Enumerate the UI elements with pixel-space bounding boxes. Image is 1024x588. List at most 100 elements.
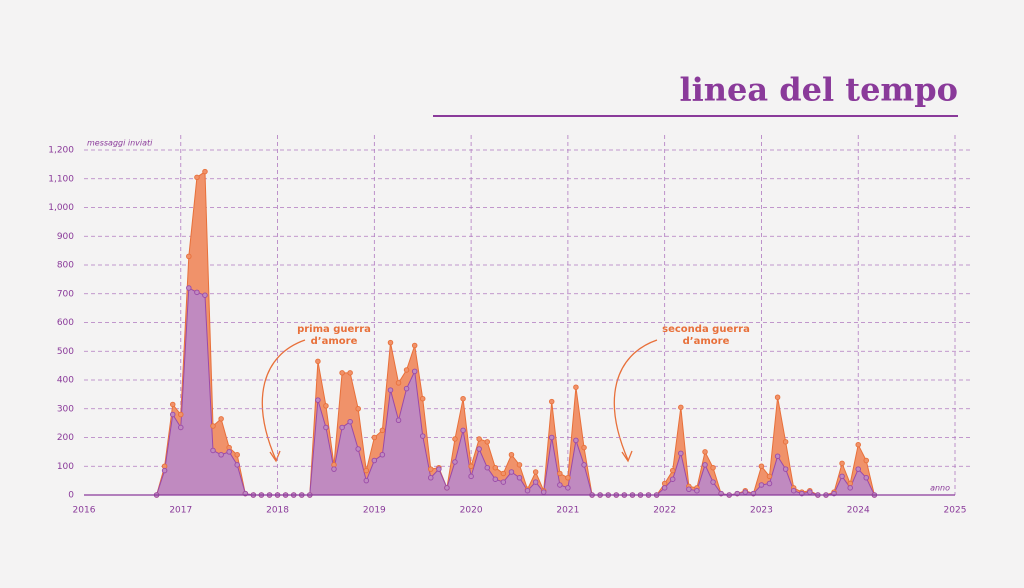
- point: [194, 174, 200, 181]
- point: [403, 385, 410, 392]
- point: [678, 404, 684, 411]
- point: [226, 449, 232, 455]
- point: [379, 452, 386, 458]
- point: [371, 434, 378, 441]
- point: [516, 475, 523, 481]
- y-axis-label: messaggi inviati: [87, 139, 153, 148]
- point: [702, 449, 708, 455]
- y-tick-label: 600: [57, 318, 74, 328]
- point: [444, 485, 450, 491]
- point: [371, 457, 378, 464]
- y-tick-label: 200: [57, 433, 74, 443]
- point: [492, 464, 499, 471]
- arrow-head: [621, 450, 633, 463]
- point: [532, 469, 539, 475]
- point: [516, 462, 523, 468]
- point: [766, 473, 773, 480]
- point: [387, 387, 394, 393]
- point: [411, 342, 418, 349]
- point: [468, 463, 474, 470]
- point: [557, 482, 563, 488]
- point: [863, 475, 870, 481]
- point: [161, 467, 168, 474]
- point: [355, 446, 361, 452]
- x-tick-label: 2022: [653, 506, 676, 516]
- point: [742, 489, 749, 495]
- point: [774, 453, 781, 459]
- y-tick-label: 400: [57, 376, 74, 386]
- point: [169, 401, 176, 408]
- point: [186, 285, 192, 291]
- point: [532, 479, 539, 485]
- point: [315, 358, 321, 365]
- point: [218, 416, 224, 422]
- point: [194, 289, 200, 296]
- point: [782, 439, 789, 445]
- point: [476, 436, 482, 442]
- point: [581, 444, 587, 451]
- point: [839, 460, 845, 467]
- point: [460, 427, 466, 434]
- point: [202, 168, 208, 175]
- point: [565, 485, 571, 491]
- point: [678, 450, 684, 457]
- point: [460, 395, 466, 402]
- point: [339, 370, 345, 376]
- point: [210, 423, 216, 429]
- y-tick-label: 500: [57, 347, 74, 357]
- annotation: d’amore: [683, 336, 730, 347]
- x-tick-label: 2016: [73, 506, 96, 516]
- y-tick-label: 0: [68, 491, 74, 501]
- point: [323, 424, 329, 431]
- point: [790, 487, 797, 494]
- point: [411, 368, 418, 375]
- point: [363, 467, 370, 474]
- point: [548, 398, 555, 405]
- annotation: seconda guerra: [662, 324, 750, 335]
- point: [774, 394, 781, 401]
- point: [669, 476, 676, 482]
- point: [186, 253, 192, 260]
- point: [492, 476, 499, 482]
- point: [565, 475, 571, 481]
- point: [178, 424, 184, 431]
- point: [694, 487, 700, 494]
- point: [476, 446, 482, 452]
- point: [758, 463, 765, 470]
- point: [315, 397, 321, 403]
- point: [847, 485, 853, 491]
- point: [855, 441, 861, 448]
- point: [331, 466, 337, 472]
- point: [379, 427, 386, 434]
- y-tick-label: 1,200: [48, 146, 74, 156]
- point: [169, 411, 176, 418]
- point: [436, 466, 442, 472]
- arrow: [613, 339, 658, 461]
- point: [452, 459, 458, 465]
- y-tick-label: 700: [57, 289, 74, 299]
- point: [202, 292, 208, 298]
- point: [855, 466, 861, 472]
- point: [710, 464, 716, 471]
- point: [484, 464, 491, 471]
- point: [323, 403, 329, 409]
- point: [508, 452, 515, 458]
- point: [669, 467, 676, 474]
- x-tick-label: 2024: [847, 506, 870, 516]
- point: [484, 439, 491, 445]
- point: [839, 473, 845, 480]
- point: [863, 457, 870, 464]
- point: [540, 489, 547, 495]
- point: [782, 466, 789, 472]
- point: [178, 411, 184, 418]
- x-tick-label: 2020: [460, 506, 483, 516]
- point: [573, 384, 579, 390]
- point: [686, 486, 692, 493]
- annotation: d’amore: [311, 336, 358, 347]
- point: [661, 485, 668, 491]
- point: [363, 477, 370, 484]
- x-tick-label: 2023: [750, 506, 773, 516]
- point: [339, 424, 345, 431]
- x-tick-label: 2025: [944, 506, 967, 516]
